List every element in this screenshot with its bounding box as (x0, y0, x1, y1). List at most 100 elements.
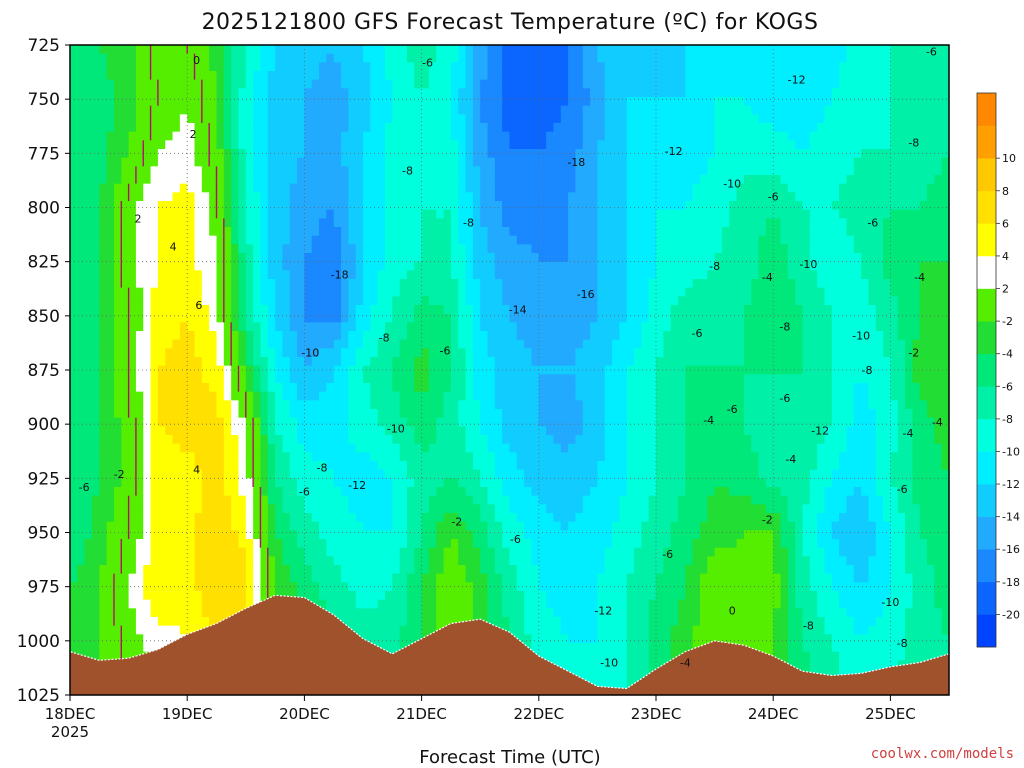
temperature-cell (802, 227, 811, 237)
temperature-cell (685, 123, 694, 133)
temperature-cell (531, 331, 540, 341)
temperature-cell (919, 305, 928, 315)
temperature-cell (275, 287, 284, 297)
temperature-cell (201, 279, 210, 289)
temperature-cell (172, 296, 181, 306)
temperature-cell (699, 313, 708, 323)
temperature-cell (128, 227, 137, 237)
temperature-cell (773, 357, 782, 367)
temperature-cell (465, 175, 474, 185)
temperature-cell (179, 79, 188, 89)
temperature-cell (384, 357, 393, 367)
temperature-cell (245, 296, 254, 306)
temperature-cell (253, 331, 262, 341)
temperature-cell (194, 261, 203, 271)
temperature-cell (355, 79, 364, 89)
temperature-cell (384, 131, 393, 141)
temperature-cell (135, 123, 144, 133)
temperature-cell (736, 244, 745, 254)
temperature-cell (824, 313, 833, 323)
temperature-cell (348, 123, 357, 133)
temperature-cell (70, 192, 78, 202)
temperature-cell (355, 287, 364, 297)
temperature-cell (311, 357, 320, 367)
temperature-cell (209, 97, 218, 107)
temperature-cell (465, 97, 474, 107)
temperature-cell (516, 270, 525, 280)
temperature-cell (450, 157, 459, 167)
temperature-cell (355, 270, 364, 280)
temperature-cell (465, 261, 474, 271)
temperature-cell (685, 53, 694, 63)
temperature-cell (333, 244, 342, 254)
temperature-cell (875, 365, 884, 375)
temperature-cell (275, 400, 284, 410)
temperature-cell (795, 305, 804, 315)
temperature-cell (568, 114, 577, 124)
temperature-cell (245, 131, 254, 141)
temperature-cell (414, 235, 423, 245)
temperature-cell (927, 79, 935, 89)
temperature-cell (538, 279, 547, 289)
temperature-cell (267, 97, 276, 107)
temperature-cell (450, 279, 459, 289)
temperature-cell (179, 339, 188, 349)
temperature-cell (311, 88, 320, 98)
temperature-cell (253, 192, 262, 202)
temperature-cell (531, 45, 540, 55)
temperature-cell (590, 79, 598, 89)
temperature-cell (677, 339, 686, 349)
temperature-cell (99, 339, 108, 349)
temperature-cell (919, 261, 928, 271)
temperature-cell (179, 331, 188, 341)
temperature-cell (304, 287, 313, 297)
temperature-cell (846, 114, 855, 124)
temperature-cell (150, 175, 159, 185)
temperature-cell (377, 157, 386, 167)
temperature-cell (546, 218, 555, 228)
temperature-cell (670, 279, 679, 289)
temperature-cell (714, 131, 723, 141)
temperature-cell (531, 131, 540, 141)
temperature-cell (341, 140, 349, 150)
temperature-cell (765, 253, 774, 263)
temperature-cell (282, 287, 291, 297)
temperature-cell (311, 227, 320, 237)
temperature-cell (853, 175, 862, 185)
temperature-cell (553, 339, 562, 349)
temperature-cell (399, 374, 408, 384)
temperature-cell (773, 114, 782, 124)
temperature-cell (619, 374, 628, 384)
temperature-cell (201, 313, 210, 323)
temperature-cell (868, 322, 877, 332)
temperature-cell (641, 305, 650, 315)
temperature-cell (538, 357, 547, 367)
temperature-cell (751, 296, 760, 306)
temperature-cell (677, 270, 686, 280)
temperature-cell (282, 45, 291, 55)
temperature-cell (502, 287, 511, 297)
temperature-cell (70, 253, 78, 263)
temperature-cell (472, 175, 481, 185)
temperature-cell (795, 105, 804, 115)
temperature-cell (392, 391, 401, 401)
temperature-cell (201, 305, 210, 315)
temperature-cell (597, 166, 606, 176)
temperature-cell (99, 175, 108, 185)
temperature-cell (883, 261, 891, 271)
temperature-cell (919, 45, 928, 55)
temperature-cell (326, 183, 335, 193)
temperature-cell (260, 71, 269, 81)
temperature-cell (472, 365, 481, 375)
temperature-cell (861, 322, 870, 332)
temperature-cell (897, 209, 906, 219)
temperature-cell (260, 201, 269, 211)
temperature-cell (626, 253, 635, 263)
temperature-cell (282, 131, 291, 141)
temperature-cell (670, 97, 679, 107)
temperature-cell (260, 400, 269, 410)
temperature-cell (297, 391, 305, 401)
temperature-cell (282, 105, 291, 115)
temperature-cell (516, 400, 525, 410)
temperature-cell (905, 227, 913, 237)
